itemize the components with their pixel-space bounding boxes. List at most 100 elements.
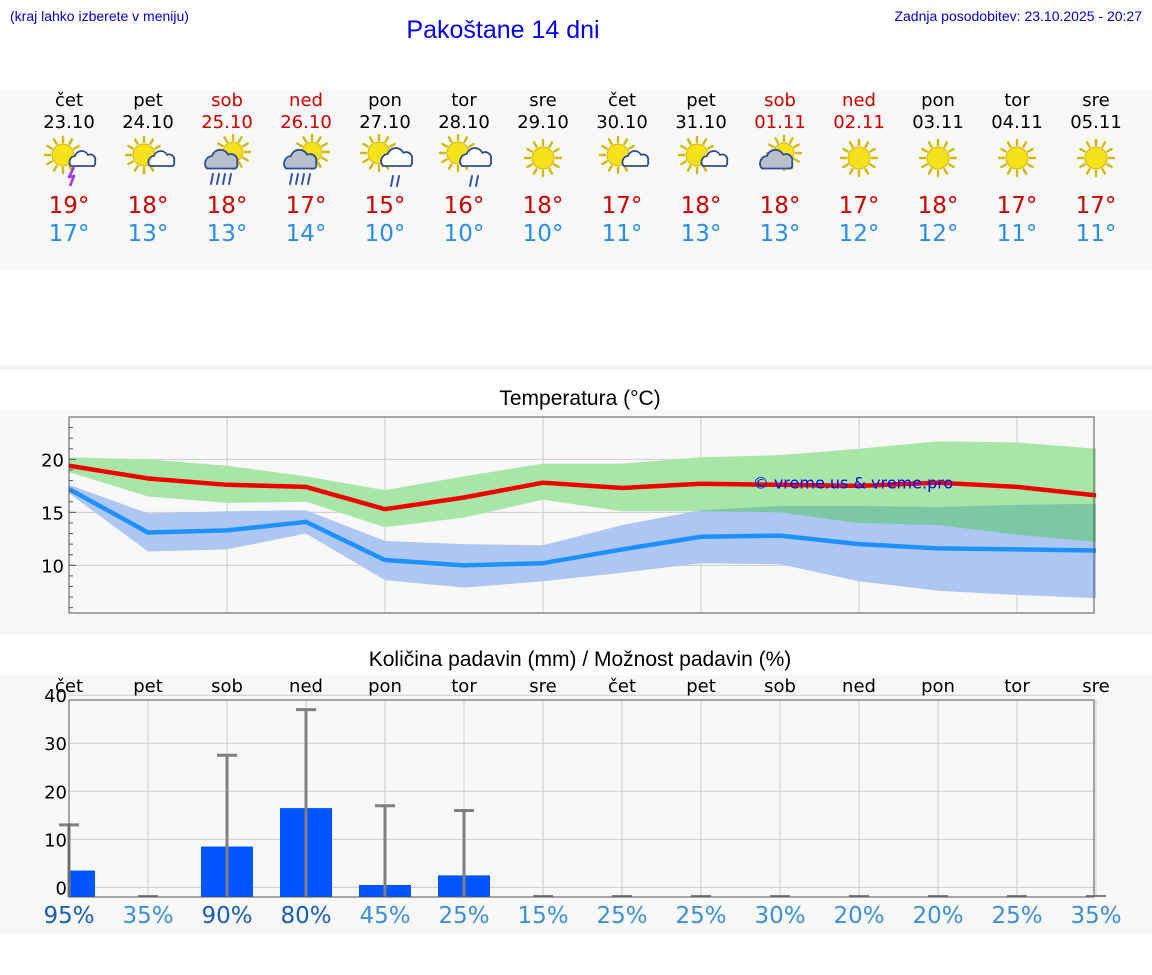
temp-max: 17° — [1075, 193, 1117, 219]
temp-min: 11° — [996, 221, 1038, 247]
sun-icon — [997, 138, 1037, 178]
day-column: čet 30.10 17° 11° — [583, 90, 661, 248]
day-name: ned — [289, 90, 323, 111]
day-column: sob 25.10 18° 13° — [188, 90, 266, 248]
x-category-label: pet — [686, 676, 716, 697]
min-temp-line — [67, 487, 1097, 568]
x-category-label: pon — [921, 676, 955, 697]
temp-min: 11° — [1075, 221, 1117, 247]
day-name: čet — [54, 90, 84, 111]
day-column: ned 26.10 17° 14° — [267, 90, 345, 248]
x-category-label: sre — [1082, 676, 1109, 697]
x-category-label: čet — [55, 676, 83, 697]
day-name: sre — [1082, 90, 1110, 111]
weather-icon-slot — [504, 134, 582, 192]
forecast-band — [0, 90, 1152, 270]
day-column: sre 29.10 18° 10° — [504, 90, 582, 248]
day-date: 24.10 — [122, 112, 174, 133]
temp-min: 17° — [48, 221, 90, 247]
y-tick-label: 0 — [56, 878, 67, 899]
y-tick-label: 10 — [41, 556, 64, 577]
temp-max: 16° — [443, 193, 485, 219]
y-tick-label: 30 — [44, 734, 67, 755]
weather-icon-slot — [109, 134, 187, 192]
day-column: tor 04.11 17° 11° — [978, 90, 1056, 248]
day-name: pet — [133, 90, 163, 111]
temp-min: 13° — [680, 221, 722, 247]
precip-probability: 45% — [359, 903, 411, 929]
temp-min: 13° — [127, 221, 169, 247]
weather-icon-slot — [662, 134, 740, 192]
day-name: tor — [1004, 90, 1030, 111]
y-tick-label: 40 — [44, 686, 67, 707]
precip-probability: 35% — [1070, 903, 1122, 929]
day-column: pon 27.10 15° 10° — [346, 90, 424, 248]
daily-forecast: čet 23.10 19° 17° pet 24.10 18° 13° sob 25.10 18° 1… — [0, 90, 1152, 270]
weather-icon-slot — [583, 134, 661, 192]
precip-chart-title: Količina padavin (mm) / Možnost padavin … — [368, 648, 792, 671]
day-date: 26.10 — [280, 112, 332, 133]
temp-min: 12° — [917, 221, 959, 247]
overlap-band — [701, 503, 1096, 543]
x-category-label: ned — [289, 676, 323, 697]
watermark: © vreme.us & vreme.pro — [753, 474, 954, 493]
sun-icon — [523, 138, 563, 178]
weather-icon-slot — [978, 134, 1056, 192]
precip-probability: 80% — [280, 903, 332, 929]
day-column: čet 23.10 19° 17° — [30, 90, 108, 248]
day-date: 23.10 — [43, 112, 95, 133]
temp-max: 18° — [917, 193, 959, 219]
x-category-label: čet — [608, 676, 636, 697]
temp-chart-title: Temperatura (°C) — [499, 387, 661, 410]
day-date: 25.10 — [201, 112, 253, 133]
x-category-label: sob — [764, 676, 796, 697]
day-name: čet — [607, 90, 637, 111]
sun-icon — [839, 138, 879, 178]
max-temp-line — [68, 463, 1097, 512]
temp-min: 10° — [522, 221, 564, 247]
temp-min: 13° — [206, 221, 248, 247]
sun-thunderstorm-icon — [43, 135, 97, 187]
sun-cloud-icon — [598, 135, 650, 175]
precip-probability: 90% — [201, 903, 253, 929]
temp-max: 15° — [364, 193, 406, 219]
temp-max: 18° — [206, 193, 248, 219]
day-name: sre — [529, 90, 557, 111]
precip-probability: 95% — [43, 903, 95, 929]
day-name: pon — [921, 90, 955, 111]
x-category-label: tor — [1004, 676, 1030, 697]
weather-icon-slot — [188, 134, 266, 192]
sun-light-rain-icon — [438, 134, 492, 187]
y-tick-label: 15 — [41, 503, 64, 524]
y-tick-label: 10 — [44, 830, 67, 851]
temp-max: 17° — [996, 193, 1038, 219]
last-updated: Zadnja posodobitev: 23.10.2025 - 20:27 — [894, 8, 1142, 24]
x-category-label: sre — [529, 676, 556, 697]
day-column: ned 02.11 17° 12° — [820, 90, 898, 248]
day-name: pon — [368, 90, 402, 111]
separator — [0, 365, 1152, 370]
temp-min: 12° — [838, 221, 880, 247]
day-column: tor 28.10 16° 10° — [425, 90, 503, 248]
weather-icon-slot — [741, 134, 819, 192]
sun-light-rain-icon — [359, 134, 413, 187]
precip-probability: 35% — [122, 903, 174, 929]
day-date: 02.11 — [833, 112, 885, 133]
day-column: sob 01.11 18° 13° — [741, 90, 819, 248]
weather-icon-slot — [1057, 134, 1135, 192]
temp-min: 11° — [601, 221, 643, 247]
temperature-chart: 10 15 20 © vreme.us & vreme.pro — [41, 416, 1097, 614]
day-column: sre 05.11 17° 11° — [1057, 90, 1135, 248]
day-column: pet 24.10 18° 13° — [109, 90, 187, 248]
sun-icon — [918, 138, 958, 178]
day-name: sob — [211, 90, 243, 111]
weather-icon-slot — [30, 134, 108, 192]
day-date: 30.10 — [596, 112, 648, 133]
day-name: sob — [764, 90, 796, 111]
day-date: 27.10 — [359, 112, 411, 133]
page-title: Pakoštane 14 dni — [406, 16, 600, 44]
day-date: 28.10 — [438, 112, 490, 133]
precip-probability: 20% — [912, 903, 964, 929]
x-category-label: ned — [842, 676, 876, 697]
